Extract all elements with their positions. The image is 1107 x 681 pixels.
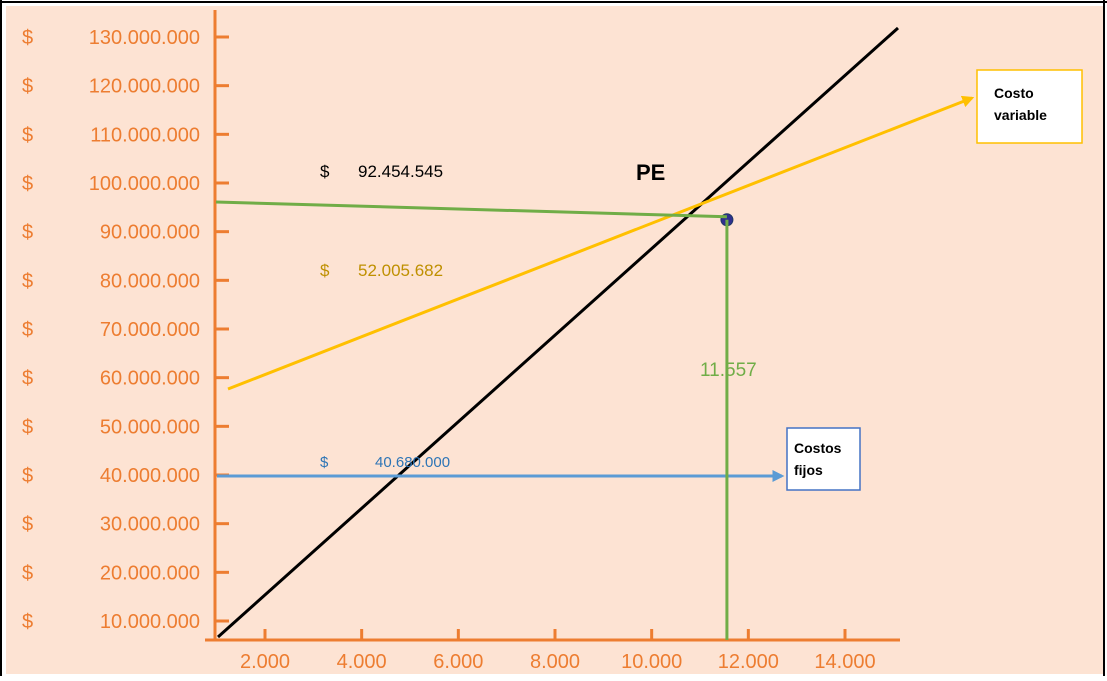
annotation-costos-fijos-symbol: $ [320, 454, 329, 471]
annotation-ingreso-value: 92.454.545 [358, 162, 443, 181]
annotation-costo-variable-value: 52.005.682 [358, 261, 443, 280]
y-tick-label: 90.000.000 [100, 222, 200, 244]
y-tick-currency: $ [22, 173, 33, 195]
x-tick-label: 8.000 [530, 651, 580, 673]
break-even-label: PE [636, 160, 665, 185]
x-tick-label: 4.000 [337, 651, 387, 673]
y-tick-label: 100.000.000 [89, 173, 200, 195]
break-even-units-label: 11.557 [700, 360, 757, 381]
y-tick-currency: $ [22, 368, 33, 390]
x-axis: 2.000 4.000 6.000 8.000 10.000 12.000 14.000 [205, 629, 900, 673]
annotation-costo-variable-symbol: $ [320, 261, 330, 280]
y-axis: $130.000.000 $ 120.000.000 $ 110.000.000 $ 100… [22, 10, 229, 640]
y-tick-currency: $ [22, 416, 33, 438]
y-tick-currency: $ [22, 562, 33, 584]
legend-costos-fijos-box [786, 427, 861, 491]
legend-costo-variable: Costo variable [976, 69, 1083, 144]
x-tick-label: 2.000 [240, 651, 290, 673]
y-tick-label: 40.000.000 [100, 465, 200, 487]
y-tick-currency: $ [22, 222, 33, 244]
y-tick-label: 20.000.000 [100, 562, 200, 584]
series-line-costo-variable [227, 95, 975, 391]
break-even-guides [215, 200, 729, 640]
legend-costos-fijos-line1: Costos [794, 440, 842, 456]
y-tick-currency: $ [22, 76, 33, 98]
y-tick-currency: $ [22, 465, 33, 487]
annotation-ingreso-symbol: $ [320, 162, 330, 181]
y-tick-currency: $ [22, 514, 33, 536]
x-tick-label: 10.000 [621, 651, 682, 673]
series-group [216, 26, 975, 639]
y-tick-label: 120.000.000 [89, 76, 200, 98]
y-tick-label: 30.000.000 [100, 514, 200, 536]
y-tick-label: 60.000.000 [100, 368, 200, 390]
legend-costo-variable-box [976, 69, 1083, 144]
legend-costo-variable-line1: Costo [994, 85, 1034, 101]
y-tick-label: 70.000.000 [100, 319, 200, 341]
x-tick-label: 14.000 [814, 651, 875, 673]
y-tick-label: 50.000.000 [100, 416, 200, 438]
y-tick-label: 110.000.000 [90, 124, 200, 146]
legend-costos-fijos: Costos fijos [786, 427, 861, 491]
break-even-horizontal-guide [215, 200, 727, 219]
y-tick-label: 130.000.000 [89, 27, 200, 49]
y-tick-label: 80.000.000 [100, 270, 200, 292]
series-line-ingresos [216, 26, 900, 639]
legend-costo-variable-line2: variable [994, 107, 1047, 123]
y-tick-currency: $ [22, 27, 33, 49]
y-tick-currency: $ [22, 611, 33, 633]
y-tick-currency: $ [22, 270, 33, 292]
x-tick-label: 12.000 [718, 651, 779, 673]
y-tick-currency: $ [22, 124, 33, 146]
legend-costos-fijos-line2: fijos [794, 462, 823, 478]
y-tick-label: 10.000.000 [100, 611, 200, 633]
annotation-costos-fijos-value: 40.680.000 [375, 454, 450, 471]
x-tick-label: 6.000 [433, 651, 483, 673]
y-tick-currency: $ [22, 319, 33, 341]
